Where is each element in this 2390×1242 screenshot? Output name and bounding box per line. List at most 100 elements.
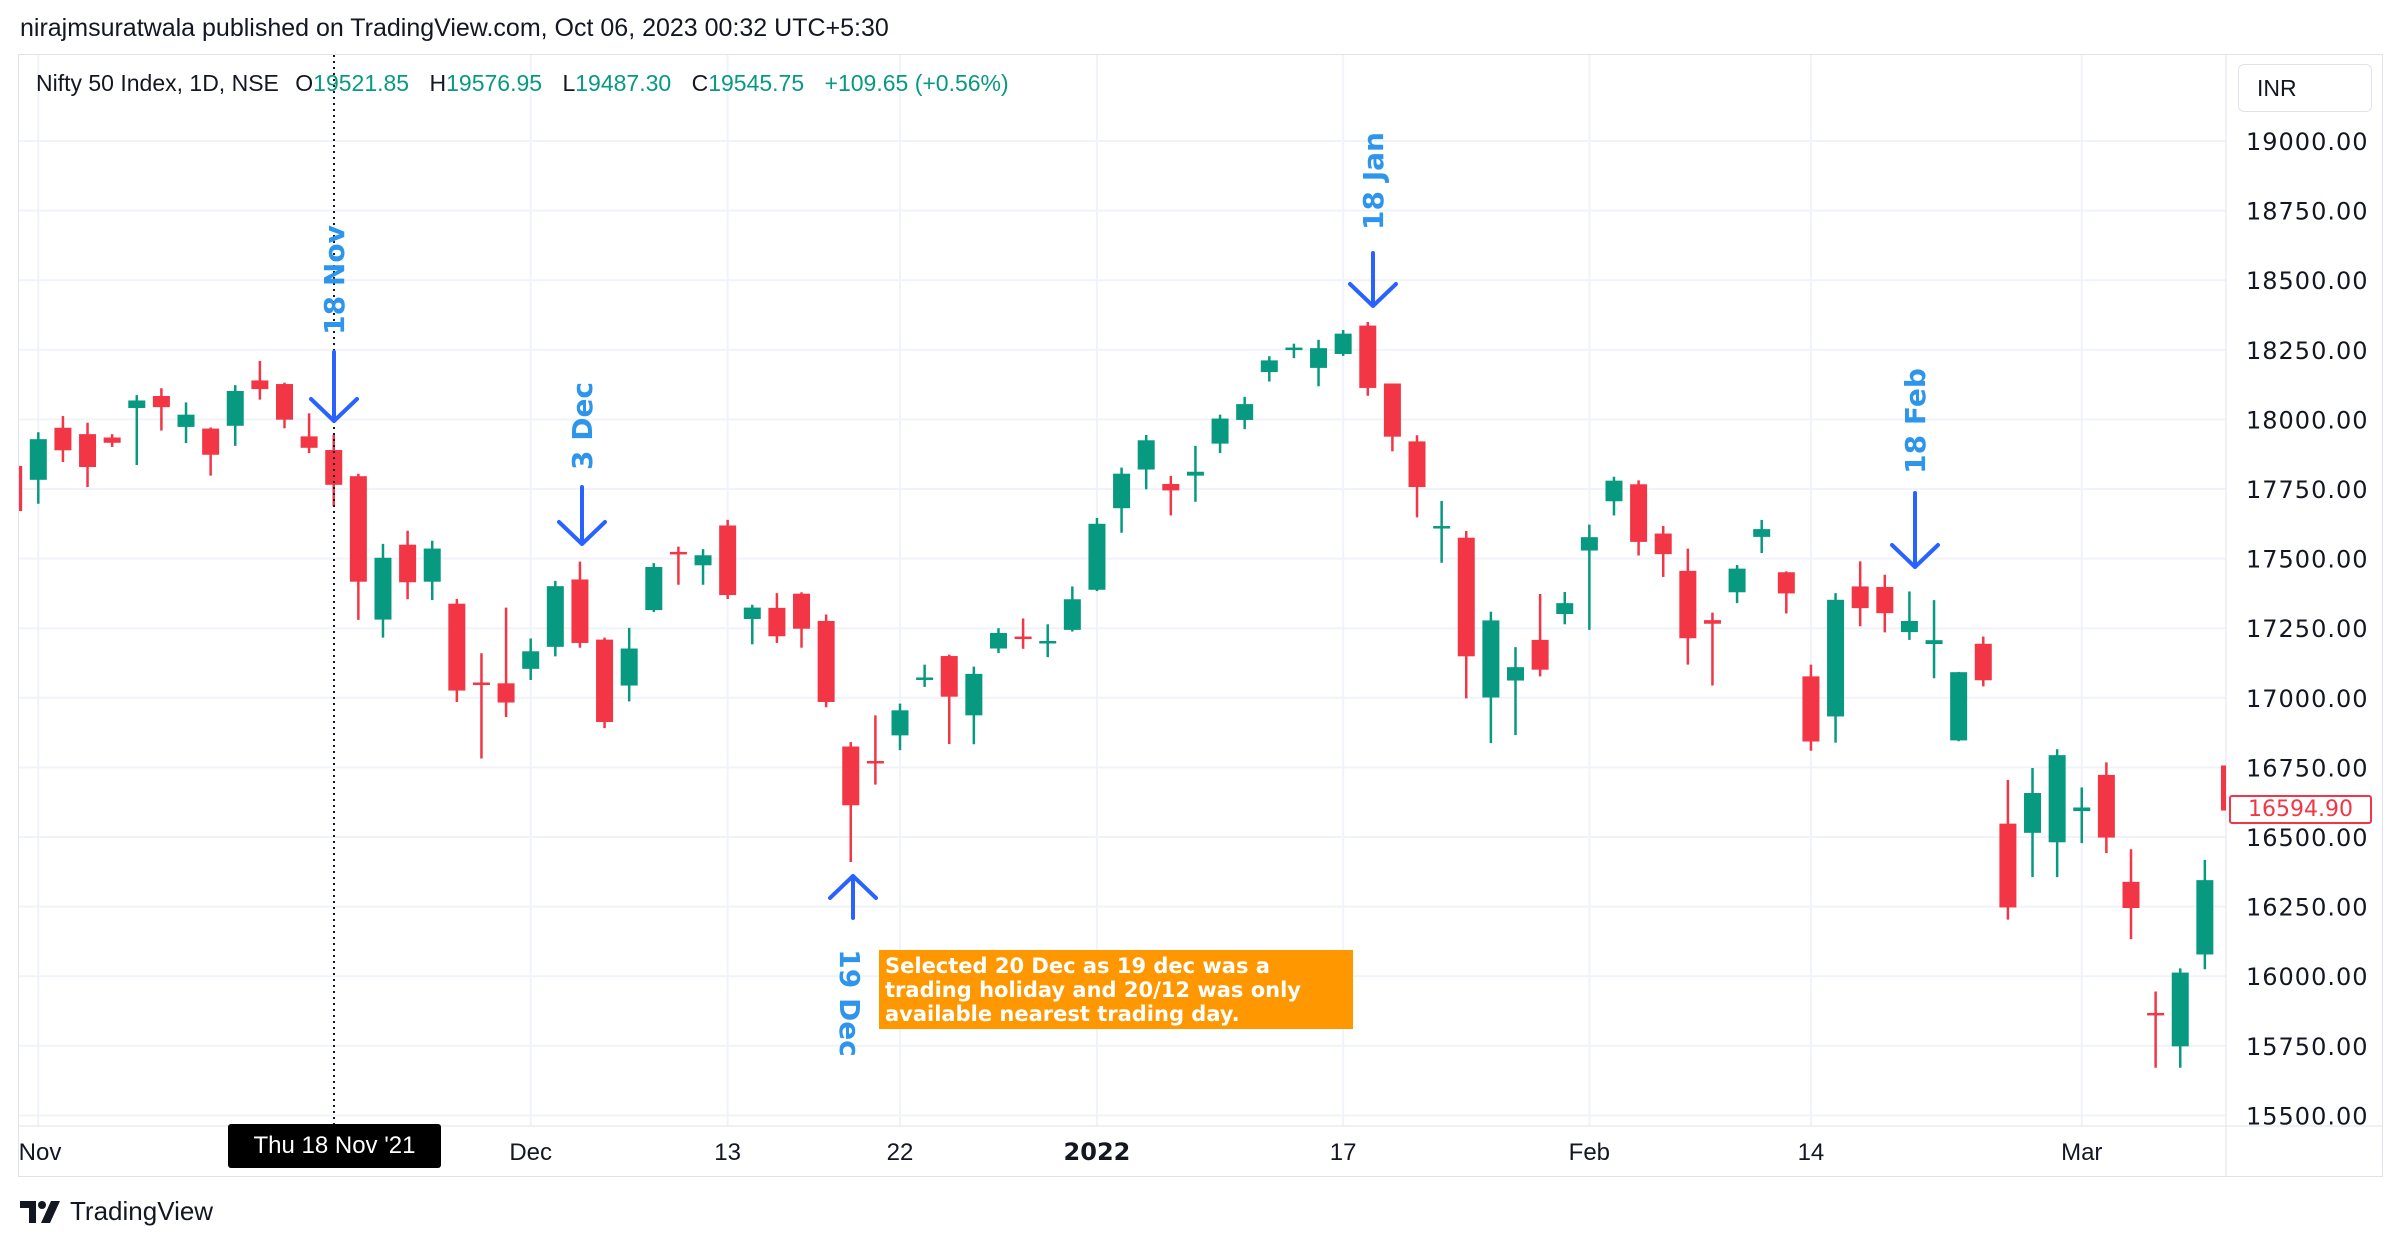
candle[interactable]: [669, 546, 687, 585]
candle[interactable]: [1556, 592, 1574, 625]
candle[interactable]: [1236, 396, 1254, 430]
candle[interactable]: [1851, 561, 1869, 627]
candle[interactable]: [1310, 339, 1328, 387]
candle[interactable]: [1359, 321, 1377, 396]
candle[interactable]: [79, 422, 97, 488]
candle-body: [276, 384, 293, 420]
candle[interactable]: [1630, 480, 1648, 556]
candle[interactable]: [793, 592, 811, 648]
candle[interactable]: [1285, 343, 1303, 359]
candle[interactable]: [1211, 414, 1229, 454]
currency-button[interactable]: INR: [2238, 64, 2372, 112]
candle[interactable]: [399, 530, 417, 600]
candle[interactable]: [202, 427, 220, 476]
candle[interactable]: [1507, 647, 1524, 736]
candle[interactable]: [2147, 991, 2165, 1068]
candle[interactable]: [1900, 591, 1918, 640]
candle[interactable]: [916, 664, 934, 687]
candle[interactable]: [842, 742, 860, 863]
candle[interactable]: [571, 561, 589, 648]
candle[interactable]: [2097, 762, 2115, 854]
candle[interactable]: [1728, 565, 1746, 604]
candle[interactable]: [1876, 574, 1894, 633]
candle[interactable]: [374, 543, 392, 638]
candle[interactable]: [596, 637, 614, 729]
candle[interactable]: [1039, 624, 1057, 658]
candle[interactable]: [1999, 779, 2017, 920]
candle[interactable]: [1679, 548, 1697, 665]
candle[interactable]: [1334, 330, 1352, 356]
candle[interactable]: [1260, 356, 1278, 382]
candle[interactable]: [1137, 434, 1155, 490]
candle[interactable]: [522, 638, 540, 680]
candle[interactable]: [152, 388, 170, 431]
low-label: L: [562, 70, 576, 96]
candle[interactable]: [2196, 859, 2214, 970]
candle[interactable]: [866, 715, 884, 785]
candle[interactable]: [2220, 765, 2238, 851]
candle[interactable]: [1433, 500, 1451, 563]
candle[interactable]: [1014, 618, 1032, 649]
candle[interactable]: [1063, 586, 1081, 632]
candle[interactable]: [817, 614, 835, 708]
candle[interactable]: [1950, 671, 1968, 742]
candle[interactable]: [1162, 475, 1180, 516]
candle[interactable]: [2073, 787, 2091, 844]
candle[interactable]: [29, 432, 47, 504]
candle[interactable]: [300, 413, 318, 454]
candle[interactable]: [1088, 517, 1106, 592]
candle[interactable]: [349, 473, 367, 620]
candle[interactable]: [1186, 445, 1204, 502]
tradingview-brand[interactable]: TradingView: [70, 1196, 214, 1226]
candle[interactable]: [1827, 593, 1845, 743]
candle[interactable]: [1383, 383, 1401, 452]
candle[interactable]: [1408, 435, 1426, 518]
candle[interactable]: [103, 434, 121, 447]
candle[interactable]: [1605, 476, 1623, 516]
candle[interactable]: [177, 402, 195, 444]
candle[interactable]: [2024, 767, 2042, 878]
candle[interactable]: [54, 416, 72, 462]
candle[interactable]: [2122, 849, 2140, 940]
candle[interactable]: [719, 519, 737, 599]
candle[interactable]: [1925, 600, 1943, 679]
candle[interactable]: [768, 593, 786, 643]
candle[interactable]: [1531, 593, 1549, 677]
candle[interactable]: [1113, 467, 1131, 533]
time-tick-label: 2022: [1064, 1138, 1131, 1166]
candle[interactable]: [1457, 531, 1475, 699]
candle[interactable]: [743, 604, 761, 645]
candle[interactable]: [940, 654, 958, 745]
candle[interactable]: [472, 653, 490, 759]
candle[interactable]: [5, 444, 23, 528]
candle-body: [103, 437, 121, 443]
candle[interactable]: [645, 563, 663, 613]
candle[interactable]: [620, 627, 638, 702]
candle[interactable]: [1753, 519, 1771, 554]
candle[interactable]: [226, 385, 244, 446]
candle[interactable]: [251, 360, 269, 400]
candle[interactable]: [2171, 968, 2189, 1068]
candle[interactable]: [448, 598, 466, 702]
candle[interactable]: [1580, 524, 1598, 630]
candle[interactable]: [497, 607, 515, 718]
candle-body: [1433, 526, 1451, 529]
candle[interactable]: [1974, 636, 1992, 687]
candle[interactable]: [989, 628, 1007, 653]
candle[interactable]: [1777, 571, 1795, 614]
candle[interactable]: [1703, 612, 1721, 686]
candle[interactable]: [128, 395, 146, 466]
candle[interactable]: [423, 540, 441, 601]
candle[interactable]: [694, 549, 712, 585]
candle[interactable]: [2048, 749, 2066, 878]
candle-body: [472, 682, 490, 685]
candle[interactable]: [276, 382, 293, 429]
candle[interactable]: [965, 666, 983, 745]
candle[interactable]: [1802, 664, 1820, 751]
candle[interactable]: [1654, 526, 1672, 577]
candle[interactable]: [1482, 611, 1500, 744]
candle[interactable]: [891, 703, 909, 751]
candle[interactable]: [546, 580, 564, 657]
candle-body: [645, 566, 663, 611]
